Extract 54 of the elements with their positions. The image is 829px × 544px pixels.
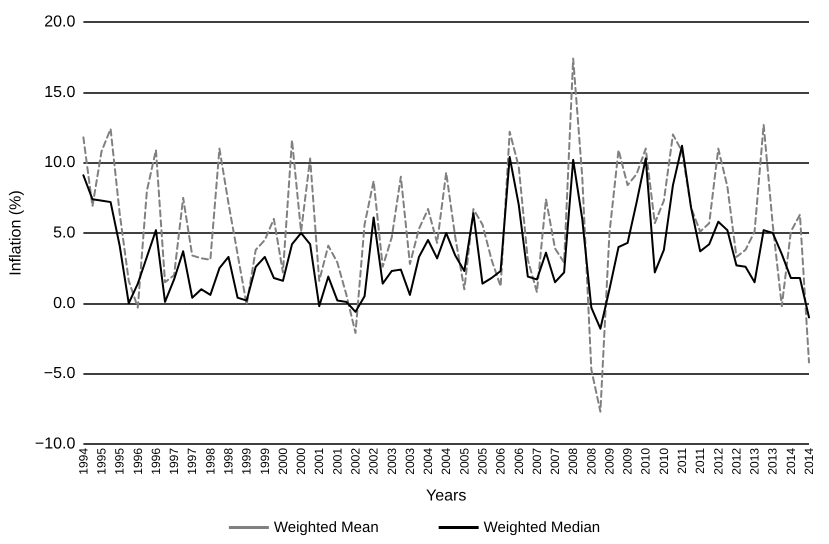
x-tick-label: 1999 — [258, 448, 272, 475]
x-tick-label: 1999 — [240, 448, 254, 475]
x-tick-label: 1997 — [167, 448, 182, 475]
x-tick-label: 2003 — [384, 448, 399, 475]
legend-label: Weighted Median — [484, 519, 600, 536]
x-tick-label: 1998 — [203, 448, 218, 475]
x-tick-label: 2002 — [348, 448, 362, 475]
x-tick-label: 2010 — [638, 448, 653, 475]
legend-label: Weighted Mean — [274, 519, 379, 536]
x-tick-label: 2012 — [729, 448, 744, 475]
y-tick-label: 15.0 — [44, 84, 76, 101]
x-tick-label: 1997 — [185, 448, 200, 475]
x-tick-label: 2014 — [784, 448, 798, 475]
y-tick-label: −10.0 — [34, 436, 76, 452]
x-tick-label: 2010 — [656, 448, 671, 475]
x-tick-label: 2011 — [675, 448, 690, 474]
line-series — [82, 58, 810, 413]
x-tick-label: 1998 — [222, 448, 236, 475]
x-tick-label: 2006 — [512, 448, 526, 475]
x-tick-label: 2000 — [294, 448, 308, 475]
x-tick-label: 2013 — [748, 448, 762, 475]
x-tick-label: 2004 — [421, 448, 436, 475]
x-tick-label: 2009 — [602, 448, 616, 475]
x-tick-label: 2004 — [439, 448, 454, 475]
x-tick-label: 2006 — [494, 448, 508, 475]
x-tick-label: 1994 — [76, 448, 90, 475]
x-tick-label: 1995 — [112, 448, 127, 475]
y-tick-label: 5.0 — [53, 224, 76, 242]
x-tick-label: 2001 — [312, 448, 326, 475]
y-tick-label: 10.0 — [44, 154, 76, 172]
x-tick-label: 2007 — [530, 448, 544, 475]
x-tick-label: 1996 — [130, 448, 145, 475]
x-tick-label: 2012 — [711, 448, 726, 475]
x-tick-label: 2002 — [366, 448, 381, 475]
y-tick-label: −5.0 — [44, 365, 76, 382]
x-tick-label: 2008 — [584, 448, 598, 475]
x-tick-label: 2008 — [566, 448, 580, 475]
x-tick-label: 1996 — [148, 448, 163, 475]
x-tick-label: 2005 — [475, 448, 490, 475]
x-tick-label: 2014 — [802, 448, 816, 475]
y-tick-label: 20.0 — [44, 14, 76, 30]
x-tick-label: 2003 — [402, 448, 417, 475]
x-axis-title: Years — [426, 488, 466, 504]
x-tick-label: 2005 — [457, 448, 472, 475]
x-tick-label: 2007 — [548, 448, 562, 475]
x-tick-label: 2009 — [620, 448, 635, 475]
x-tick-label: 2000 — [276, 448, 290, 475]
y-axis-title: Inflation (%) — [8, 190, 24, 276]
x-tick-label: 2001 — [330, 448, 344, 475]
x-tick-label: 1995 — [94, 448, 109, 475]
y-tick-label: 0.0 — [53, 294, 76, 312]
line-series — [82, 144, 810, 330]
x-tick-label: 2011 — [693, 448, 708, 474]
x-tick-label: 2013 — [766, 448, 780, 475]
